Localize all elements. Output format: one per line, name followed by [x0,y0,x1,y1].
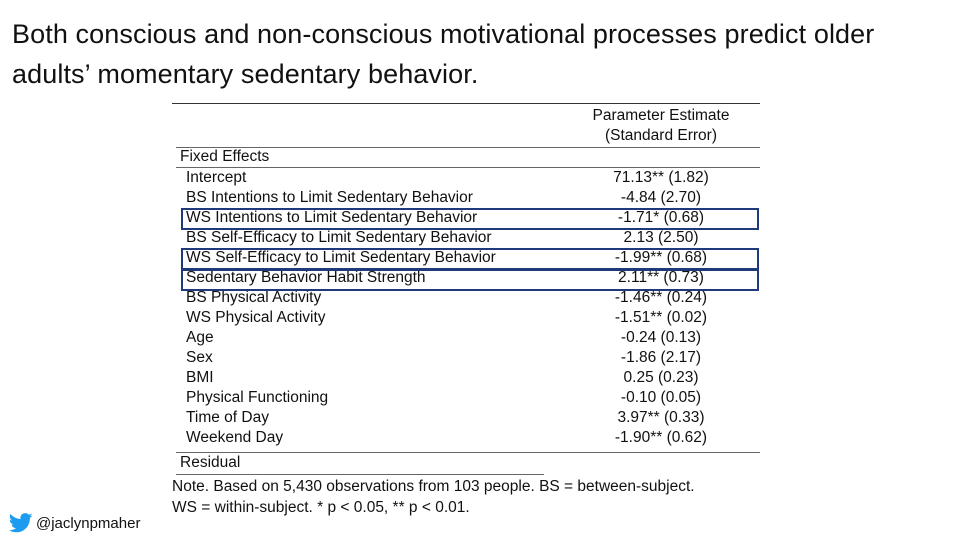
row-label: Time of Day [186,409,269,426]
header-rule [176,147,760,148]
row-value: -1.71* (0.68) [617,209,705,226]
table-row: Age -0.24 (0.13) [172,329,760,349]
note-line-2: WS = within-subject. * p < 0.05, ** p < … [172,499,470,516]
row-label: WS Self-Efficacy to Limit Sedentary Beha… [186,249,496,266]
table-row: BS Physical Activity -1.46** (0.24) [172,289,760,309]
section-fixed-effects: Fixed Effects [180,148,270,165]
row-label: WS Physical Activity [186,309,326,326]
row-value: 71.13** (1.82) [613,169,709,186]
table-note: Note. Based on 5,430 observations from 1… [172,476,772,518]
slide-title: Both conscious and non-conscious motivat… [12,19,875,89]
highlight-box-ws-intentions [181,208,759,230]
row-value: 0.25 (0.23) [623,369,699,386]
table-row: WS Physical Activity -1.51** (0.02) [172,309,760,329]
section-rule [176,167,760,168]
row-value: -1.51** (0.02) [614,309,708,326]
row-label: BS Self-Efficacy to Limit Sedentary Beha… [186,229,492,246]
table-row: WS Self-Efficacy to Limit Sedentary Beha… [172,249,760,269]
handle-text: @jaclynpmaher [36,514,141,532]
row-label: Intercept [186,169,247,186]
table-row: Sedentary Behavior Habit Strength 2.11**… [172,269,760,289]
column-header-se: (Standard Error) [605,127,717,144]
table-row: BMI 0.25 (0.23) [172,369,760,389]
row-label: Weekend Day [186,429,284,446]
row-value: 3.97** (0.33) [617,409,705,426]
table-top-rule [172,103,760,104]
row-value: -0.10 (0.05) [620,389,702,406]
row-value: -1.90** (0.62) [614,429,708,446]
table-row: WS Intentions to Limit Sedentary Behavio… [172,209,760,229]
row-value: -4.84 (2.70) [620,189,702,206]
residual-rule [176,452,760,453]
table-row: Physical Functioning -0.10 (0.05) [172,389,760,409]
highlight-box-ws-self-efficacy [181,248,759,270]
row-value: -1.46** (0.24) [614,289,708,306]
row-label: Age [186,329,214,346]
social-handle: @jaclynpmaher [8,512,140,534]
row-value: 2.13 (2.50) [623,229,699,246]
table-row: Time of Day 3.97** (0.33) [172,409,760,429]
row-label: Physical Functioning [186,389,329,406]
row-value: -1.99** (0.68) [614,249,708,266]
column-header-estimate: Parameter Estimate [592,107,730,124]
note-line-1: Note. Based on 5,430 observations from 1… [172,478,695,495]
row-label: BMI [186,369,214,386]
row-label: BS Intentions to Limit Sedentary Behavio… [186,189,473,206]
row-label: WS Intentions to Limit Sedentary Behavio… [186,209,478,226]
table-row: Weekend Day -1.90** (0.62) [172,429,760,449]
section-residual: Residual [180,454,241,471]
table-bottom-rule [176,474,544,475]
row-label: BS Physical Activity [186,289,322,306]
row-label: Sedentary Behavior Habit Strength [186,269,426,286]
twitter-bird-icon [8,513,33,533]
highlight-box-habit-strength [181,269,759,291]
table-row: BS Intentions to Limit Sedentary Behavio… [172,189,760,209]
row-value: -1.86 (2.17) [620,349,702,366]
row-label: Sex [186,349,213,366]
row-value: 2.11** (0.73) [618,269,704,286]
table-row: BS Self-Efficacy to Limit Sedentary Beha… [172,229,760,249]
row-value: -0.24 (0.13) [620,329,702,346]
table-row: Intercept 71.13** (1.82) [172,169,760,189]
table-row: Sex -1.86 (2.17) [172,349,760,369]
